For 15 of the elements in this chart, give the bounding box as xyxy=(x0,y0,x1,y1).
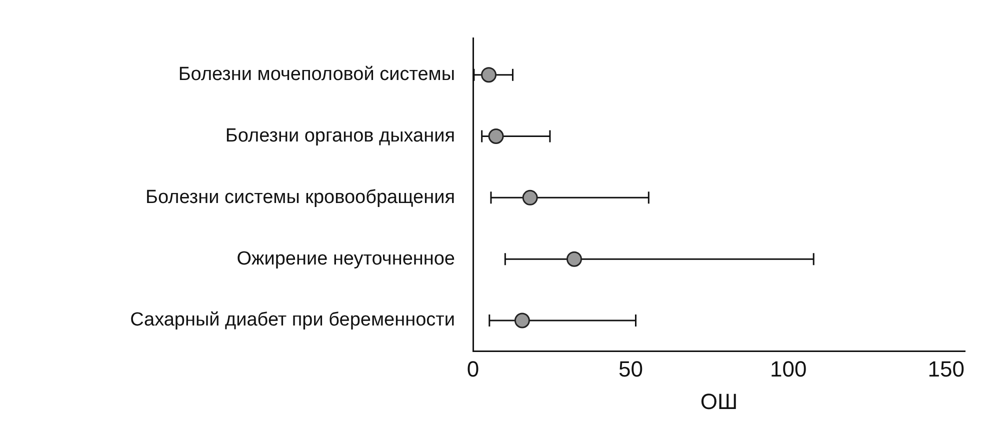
x-tick-label: 0 xyxy=(466,356,480,382)
x-tick-label: 150 xyxy=(928,356,964,382)
y-tick-label: Ожирение неуточненное xyxy=(236,248,455,270)
x-tick-label: 100 xyxy=(770,356,807,382)
y-tick-label: Болезни системы кровообращения xyxy=(146,186,455,208)
point xyxy=(566,251,582,267)
point xyxy=(522,190,538,206)
y-tick-label: Сахарный диабет при беременности xyxy=(130,310,455,331)
point xyxy=(488,128,504,144)
x-axis-title: ОШ xyxy=(700,388,738,414)
x-tick-label: 50 xyxy=(618,356,643,382)
y-tick-label: Болезни мочеполовой системы xyxy=(178,64,455,86)
point xyxy=(481,67,497,83)
y-tick-label: Болезни органов дыхания xyxy=(225,125,455,146)
point xyxy=(514,312,530,328)
